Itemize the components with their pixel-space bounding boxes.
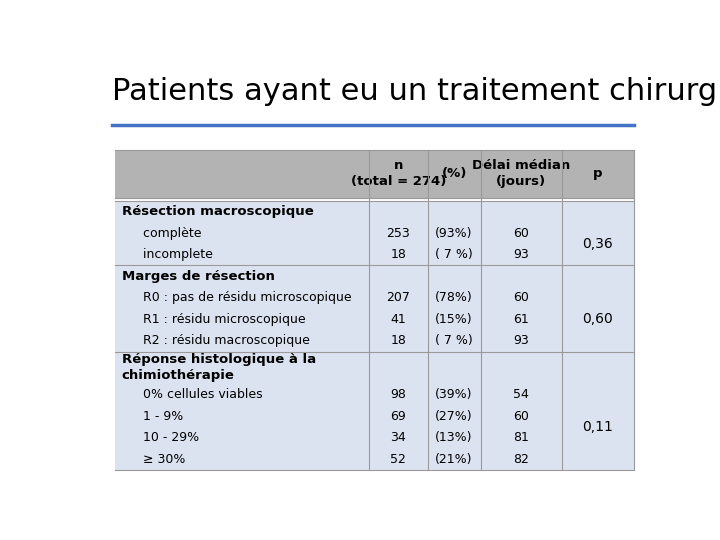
Text: (%): (%) — [441, 167, 467, 180]
Text: 93: 93 — [513, 248, 529, 261]
Text: 18: 18 — [390, 334, 406, 347]
Bar — [115, 352, 634, 470]
Text: 0,36: 0,36 — [582, 237, 613, 251]
Text: R2 : résidu macroscopique: R2 : résidu macroscopique — [124, 334, 310, 347]
Text: 207: 207 — [387, 291, 410, 304]
Text: R1 : résidu microscopique: R1 : résidu microscopique — [124, 313, 306, 326]
Text: 10 - 29%: 10 - 29% — [124, 431, 199, 444]
Text: 81: 81 — [513, 431, 529, 444]
Text: 34: 34 — [390, 431, 406, 444]
Text: n
(total = 274): n (total = 274) — [351, 159, 446, 188]
Text: 60: 60 — [513, 291, 529, 304]
Text: (27%): (27%) — [436, 410, 473, 423]
Text: 54: 54 — [513, 388, 529, 401]
Text: incomplete: incomplete — [124, 248, 213, 261]
Text: 93: 93 — [513, 334, 529, 347]
Text: (15%): (15%) — [436, 313, 473, 326]
Text: (13%): (13%) — [436, 431, 473, 444]
Text: 82: 82 — [513, 453, 529, 466]
Text: Résection macroscopique: Résection macroscopique — [122, 205, 313, 218]
Text: (93%): (93%) — [436, 227, 473, 240]
Text: 18: 18 — [390, 248, 406, 261]
Text: Délai médian
(jours): Délai médian (jours) — [472, 159, 570, 188]
Text: p: p — [593, 167, 603, 180]
Bar — [115, 150, 634, 198]
Text: 0,60: 0,60 — [582, 312, 613, 326]
Text: R0 : pas de résidu microscopique: R0 : pas de résidu microscopique — [124, 291, 352, 304]
Bar — [115, 201, 634, 266]
Text: (39%): (39%) — [436, 388, 473, 401]
Text: ( 7 %): ( 7 %) — [435, 248, 473, 261]
Text: ≥ 30%: ≥ 30% — [124, 453, 186, 466]
Text: 253: 253 — [387, 227, 410, 240]
Text: 69: 69 — [390, 410, 406, 423]
Text: 0% cellules viables: 0% cellules viables — [124, 388, 263, 401]
Text: (78%): (78%) — [435, 291, 473, 304]
Text: (21%): (21%) — [436, 453, 473, 466]
Text: complète: complète — [124, 227, 202, 240]
Text: 98: 98 — [390, 388, 406, 401]
Text: ( 7 %): ( 7 %) — [435, 334, 473, 347]
Bar — [115, 266, 634, 352]
Text: Marges de résection: Marges de résection — [122, 269, 275, 283]
Text: 52: 52 — [390, 453, 406, 466]
Text: 1 - 9%: 1 - 9% — [124, 410, 184, 423]
Text: Patients ayant eu un traitement chirurgical: Patients ayant eu un traitement chirurgi… — [112, 77, 720, 106]
Text: 41: 41 — [390, 313, 406, 326]
Text: 0,11: 0,11 — [582, 420, 613, 434]
Text: 60: 60 — [513, 227, 529, 240]
Text: Réponse histologique à la
chimiothérapie: Réponse histologique à la chimiothérapie — [122, 353, 316, 382]
Text: 61: 61 — [513, 313, 529, 326]
Text: 60: 60 — [513, 410, 529, 423]
